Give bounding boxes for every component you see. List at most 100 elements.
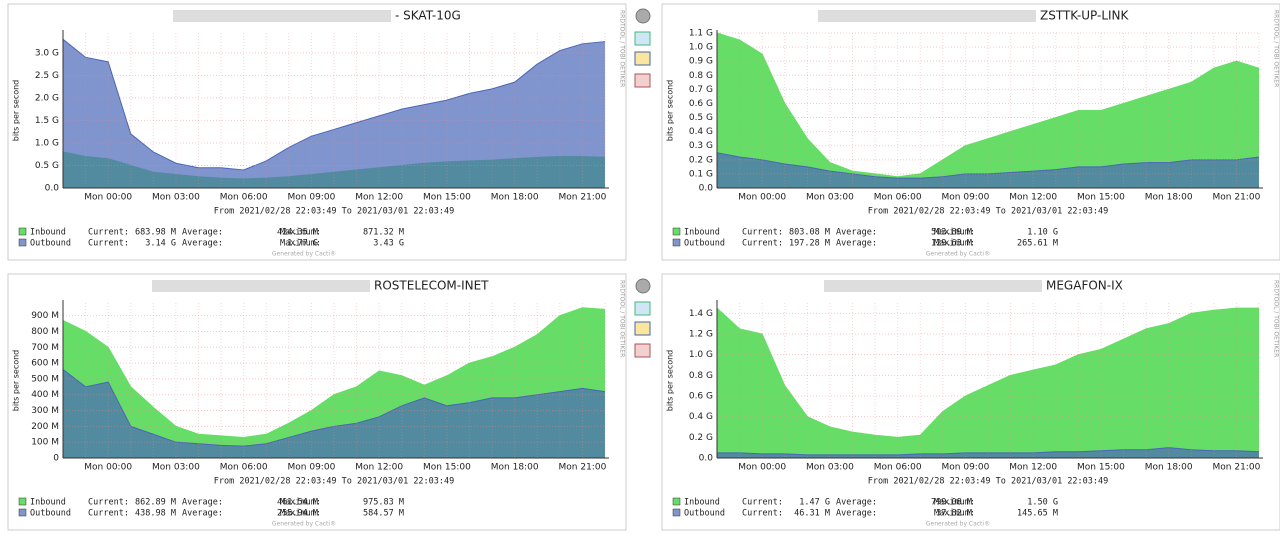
area-edge — [62, 307, 606, 438]
x-tick-label: Mon 12:00 — [355, 193, 403, 203]
stat-value: 503.89 M — [931, 228, 972, 238]
x-tick-label: Mon 03:00 — [806, 193, 854, 203]
stat-value: 862.89 M — [135, 498, 176, 508]
x-tick-label: Mon 15:00 — [1077, 463, 1125, 473]
stat-value: 145.65 M — [1017, 509, 1058, 519]
stat-value: 37.82 M — [936, 509, 972, 519]
stat-label: Average: — [836, 498, 877, 508]
y-tick-label: 1.5 G — [35, 116, 59, 126]
legend-name: Inbound — [30, 498, 66, 508]
x-tick-label: Mon 18:00 — [491, 463, 539, 473]
footer: Generated by Cacti® — [926, 251, 990, 258]
y-tick-label: 200 M — [31, 422, 59, 432]
stat-label: Average: — [836, 239, 877, 249]
legend-name: Outbound — [30, 509, 71, 519]
area — [717, 33, 1259, 188]
area — [717, 152, 1259, 188]
stat-value: 975.83 M — [363, 498, 404, 508]
x-tick-label: Mon 03:00 — [152, 463, 200, 473]
stat-label: Maximum: — [280, 498, 321, 508]
y-tick-label: 1.4 G — [689, 309, 713, 319]
x-tick-label: Mon 09:00 — [942, 193, 990, 203]
area-edge — [716, 32, 1260, 178]
stat-label: Maximum: — [280, 228, 321, 238]
y-tick-label: 1.2 G — [689, 330, 713, 340]
settings-icon[interactable] — [635, 278, 651, 294]
x-tick-label: Mon 18:00 — [1145, 463, 1193, 473]
y-tick-label: 1.1 G — [689, 29, 713, 39]
stat-value: 265.61 M — [1017, 239, 1058, 249]
legend-name: Outbound — [684, 509, 725, 519]
x-tick-label: Mon 15:00 — [1077, 193, 1125, 203]
legend-name: Inbound — [684, 498, 720, 508]
zoom-icon[interactable] — [634, 31, 651, 46]
x-tick-label: Mon 15:00 — [423, 463, 471, 473]
y-axis-label: bits per second — [666, 350, 675, 412]
y-tick-label: 0.0 — [45, 184, 60, 194]
chart-title: - SKAT-10G — [395, 9, 461, 23]
stat-label: Maximum: — [280, 509, 321, 519]
x-tick-label: Mon 21:00 — [1213, 193, 1261, 203]
stat-label: Maximum: — [280, 239, 321, 249]
legend-name: Inbound — [30, 228, 66, 238]
x-tick-label: Mon 21:00 — [1213, 463, 1261, 473]
x-tick-label: Mon 21:00 — [559, 463, 607, 473]
stat-label: Current: — [742, 239, 783, 249]
area-edge — [716, 152, 1260, 179]
y-tick-label: 0.3 G — [689, 141, 713, 151]
graph-icon[interactable] — [634, 343, 651, 358]
csv-icon[interactable] — [634, 51, 651, 66]
stat-label: Average: — [182, 239, 223, 249]
side-text: RRDTOOL / TOBI OETIKER — [619, 10, 626, 87]
x-tick-label: Mon 09:00 — [288, 193, 336, 203]
y-tick-label: 300 M — [31, 406, 59, 416]
y-tick-label: 2.0 G — [35, 93, 59, 103]
x-tick-label: Mon 21:00 — [559, 193, 607, 203]
area-edge — [717, 447, 1260, 456]
footer: Generated by Cacti® — [926, 521, 990, 528]
stat-label: Current: — [742, 509, 783, 519]
area-edge — [62, 369, 606, 447]
area — [717, 308, 1259, 458]
footer: Generated by Cacti® — [272, 521, 336, 528]
y-tick-label: 2.5 G — [35, 71, 59, 81]
stat-value: 871.32 M — [363, 228, 404, 238]
stat-label: Average: — [182, 228, 223, 238]
chart-title: ZSTTK-UP-LINK — [1040, 9, 1130, 23]
y-tick-label: 0.9 G — [689, 57, 713, 67]
x-tick-label: Mon 09:00 — [942, 463, 990, 473]
y-tick-label: 0.8 G — [689, 371, 713, 381]
x-tick-label: Mon 06:00 — [220, 193, 268, 203]
csv-icon[interactable] — [634, 321, 651, 336]
area-edge — [716, 307, 1259, 438]
stat-value: 799.08 M — [931, 498, 972, 508]
x-axis-label: From 2021/02/28 22:03:49 To 2021/03/01 2… — [214, 477, 455, 487]
y-tick-label: 0 — [53, 454, 59, 464]
chart-title: ROSTELECOM-INET — [374, 279, 489, 293]
x-tick-label: Mon 03:00 — [152, 193, 200, 203]
stat-label: Maximum: — [934, 509, 975, 519]
y-tick-label: 1.0 G — [689, 350, 713, 360]
zoom-icon[interactable] — [634, 301, 651, 316]
blurred-title — [173, 10, 391, 22]
stat-value: 438.98 M — [135, 509, 176, 519]
blurred-title — [824, 280, 1042, 292]
y-tick-label: 0.6 G — [689, 99, 713, 109]
stat-label: Current: — [88, 498, 129, 508]
x-tick-label: Mon 06:00 — [874, 463, 922, 473]
x-axis-label: From 2021/02/28 22:03:49 To 2021/03/01 2… — [868, 477, 1109, 487]
y-tick-label: 0.4 G — [689, 127, 713, 137]
stat-value: 461.54 M — [277, 498, 318, 508]
graph-icon[interactable] — [634, 73, 651, 88]
legend-name: Outbound — [684, 239, 725, 249]
stat-label: Average: — [836, 509, 877, 519]
y-tick-label: 0.2 G — [689, 433, 713, 443]
legend-swatch — [672, 238, 681, 247]
y-tick-label: 0.0 — [699, 454, 714, 464]
x-tick-label: Mon 18:00 — [1145, 193, 1193, 203]
settings-icon[interactable] — [635, 8, 651, 24]
stat-value: 584.57 M — [363, 509, 404, 519]
area — [63, 39, 605, 189]
y-tick-label: 400 M — [31, 390, 59, 400]
